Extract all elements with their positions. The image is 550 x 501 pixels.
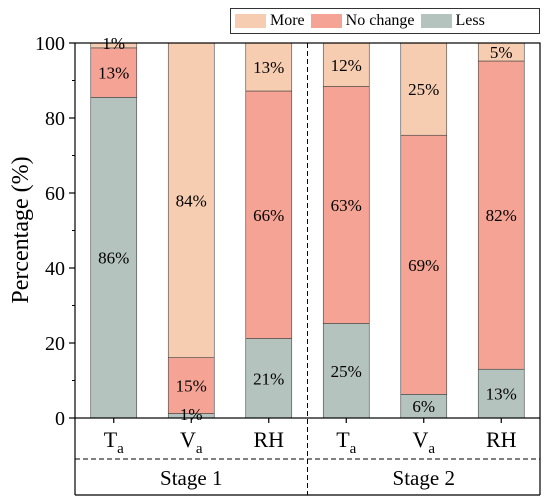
data-label-less-5: 6% (412, 397, 435, 416)
data-label-no-change-4: 63% (331, 196, 362, 215)
data-label-less-6: 13% (486, 385, 517, 404)
data-label-more-2: 84% (176, 191, 207, 210)
bar-no-change-5 (400, 134, 448, 395)
data-label-no-change-2: 15% (176, 377, 207, 396)
bar-no-change-4 (322, 86, 370, 324)
legend-label-less: Less (455, 12, 485, 29)
data-label-less-1: 86% (98, 249, 129, 268)
data-label-more-4: 12% (331, 56, 362, 75)
y-axis-label: Percentage (%) (8, 156, 34, 303)
data-label-no-change-3: 66% (253, 206, 284, 225)
x-tick-label-4: Ta (336, 427, 356, 457)
y-tick-label-0: 0 (55, 408, 65, 430)
legend-item-less: Less (420, 12, 485, 30)
y-tick-label-100: 100 (35, 33, 65, 55)
legend-swatch-less (420, 14, 452, 28)
legend-swatch-no-change (310, 14, 342, 28)
x-tick-label-2: Va (180, 427, 203, 457)
bar-no-change-1 (90, 47, 138, 98)
group-label-1: Stage 1 (160, 466, 222, 490)
data-label-less-2: 1% (180, 405, 203, 424)
plot-area: 86%13%1%1%15%84%21%66%13%25%63%12%6%69%2… (35, 33, 541, 496)
y-tick-label-80: 80 (45, 108, 65, 130)
data-label-no-change-1: 13% (98, 64, 129, 83)
bar-more-3 (245, 42, 293, 92)
x-tick-label-3: RH (253, 427, 284, 452)
bar-no-change-2 (167, 357, 215, 414)
legend-label-more: More (270, 12, 305, 29)
bar-more-5 (400, 42, 448, 136)
group-label-2: Stage 2 (393, 466, 455, 490)
data-label-more-3: 13% (253, 58, 284, 77)
bar-less-1 (90, 97, 138, 419)
legend: More No change Less (230, 8, 540, 34)
legend-swatch-more (235, 14, 266, 28)
x-tick-label-1: Ta (104, 427, 124, 457)
legend-label-no-change: No change (345, 12, 415, 29)
bar-more-2 (167, 42, 215, 358)
legend-item-more: More (235, 12, 305, 30)
x-tick-label-5: Va (412, 427, 435, 457)
legend-item-no-change: No change (310, 12, 415, 30)
data-label-no-change-6: 82% (486, 206, 517, 225)
data-label-more-5: 25% (408, 80, 439, 99)
y-tick-label-40: 40 (45, 258, 65, 280)
data-label-less-3: 21% (253, 369, 284, 388)
data-label-no-change-5: 69% (408, 256, 439, 275)
x-tick-label-6: RH (486, 427, 517, 452)
y-tick-label-20: 20 (45, 333, 65, 355)
bar-no-change-6 (477, 60, 525, 370)
data-label-less-4: 25% (331, 362, 362, 381)
bar-less-6 (477, 368, 525, 419)
bar-more-4 (322, 42, 370, 87)
data-label-more-6: 5% (490, 43, 513, 62)
y-tick-label-60: 60 (45, 183, 65, 205)
